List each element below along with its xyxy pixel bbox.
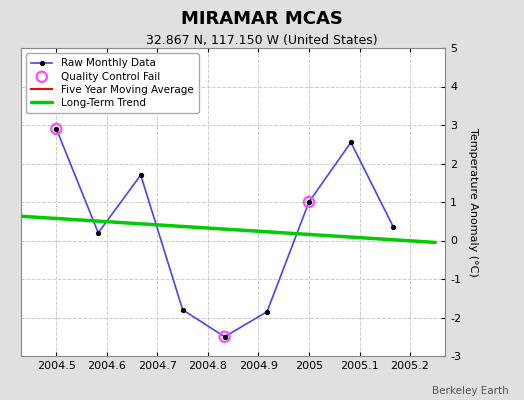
Quality Control Fail (305, 199, 313, 205)
Raw Monthly Data (138, 173, 144, 178)
Legend: Raw Monthly Data, Quality Control Fail, Five Year Moving Average, Long-Term Tren: Raw Monthly Data, Quality Control Fail, … (26, 53, 199, 113)
Raw Monthly Data (180, 307, 186, 312)
Text: 32.867 N, 117.150 W (United States): 32.867 N, 117.150 W (United States) (146, 34, 378, 47)
Raw Monthly Data (348, 140, 354, 145)
Y-axis label: Temperature Anomaly (°C): Temperature Anomaly (°C) (468, 128, 478, 276)
Quality Control Fail (52, 126, 60, 132)
Raw Monthly Data (222, 334, 228, 339)
Raw Monthly Data (306, 200, 312, 204)
Text: Berkeley Earth: Berkeley Earth (432, 386, 508, 396)
Text: MIRAMAR MCAS: MIRAMAR MCAS (181, 10, 343, 28)
Raw Monthly Data (390, 225, 397, 230)
Quality Control Fail (221, 334, 229, 340)
Line: Raw Monthly Data: Raw Monthly Data (54, 127, 396, 339)
Raw Monthly Data (53, 126, 59, 131)
Raw Monthly Data (95, 230, 102, 235)
Raw Monthly Data (264, 309, 270, 314)
